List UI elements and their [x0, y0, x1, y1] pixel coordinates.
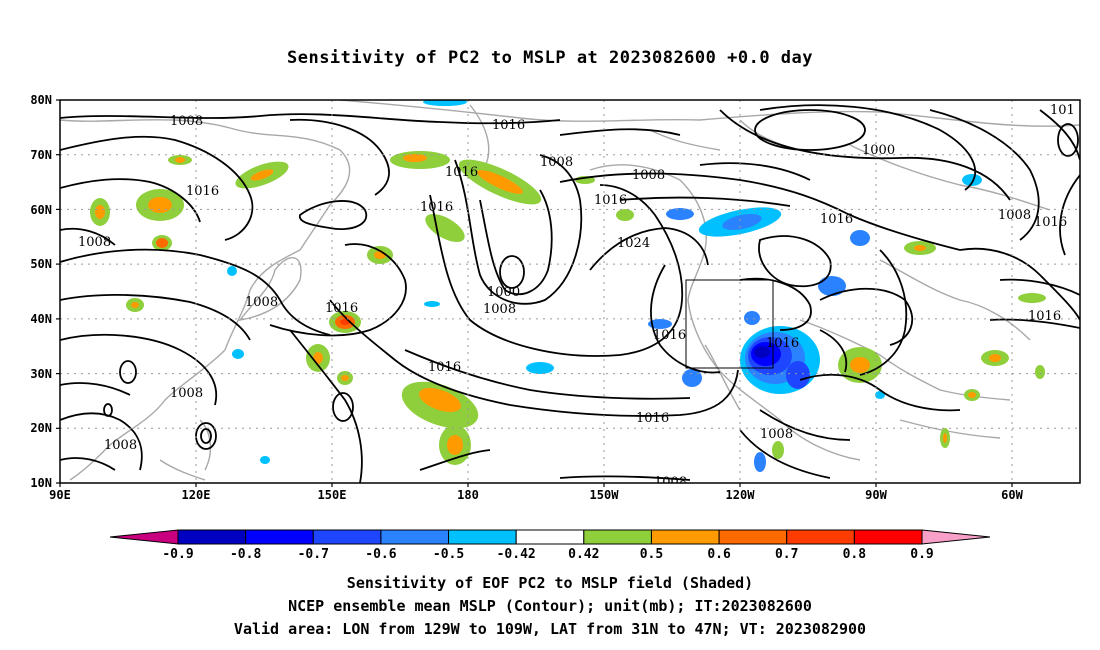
latitude-label: 50N — [30, 257, 52, 271]
latitude-label: 30N — [30, 367, 52, 381]
colorbar-segment — [177, 529, 247, 545]
caption-shading: Sensitivity of EOF PC2 to MSLP field (Sh… — [346, 574, 754, 592]
longitude-label: 120E — [182, 488, 211, 502]
contour-label: 1016 — [428, 360, 461, 375]
latitude-label: 80N — [30, 93, 52, 107]
valid-area-box — [685, 279, 774, 369]
latitude-label: 70N — [30, 148, 52, 162]
latitude-labels: 80N 70N 60N 50N 40N 30N 20N 10N — [30, 93, 52, 490]
colorbar-tick-label: 0.5 — [640, 547, 663, 562]
contour-label: 1008 — [998, 208, 1031, 223]
contour-label: 1008 — [760, 427, 793, 442]
contour-label: 1000 — [862, 143, 895, 158]
colorbar-segment — [786, 529, 855, 545]
colorbar: -0.9 -0.8 -0.7 -0.6 -0.5 -0.42 0.42 0.5 0.6 0.7 0.… — [109, 529, 991, 562]
colorbar-segment — [583, 529, 652, 545]
colorbar-tick-label: 0.6 — [707, 547, 731, 562]
caption-valid-area: Valid area: LON from 129W to 109W, LAT f… — [233, 620, 867, 638]
colorbar-tick-label: 0.42 — [568, 547, 599, 562]
contour-label: 1016 — [594, 193, 627, 208]
caption-contour: NCEP ensemble mean MSLP (Contour); unit(… — [288, 597, 812, 615]
colorbar-tick-label: -0.8 — [230, 547, 261, 562]
plot-frame — [59, 99, 1081, 484]
colorbar-lower-triangle — [109, 529, 179, 545]
contour-label: 1016 — [636, 411, 669, 426]
contour-label: 1016 — [1034, 215, 1067, 230]
contour-label: 1016 — [445, 165, 478, 180]
colorbar-segment — [380, 529, 450, 545]
colorbar-tick-label: 0.9 — [910, 547, 933, 562]
colorbar-segment — [718, 529, 788, 545]
colorbar-tick-label: -0.42 — [497, 547, 536, 562]
colorbar-upper-triangle — [921, 529, 991, 545]
contour-label: 1016 — [325, 301, 358, 316]
contour-label: 1016 — [420, 200, 453, 215]
contour-label: 1008 — [170, 114, 203, 129]
contour-label: 1016 — [1028, 309, 1061, 324]
contour-label: 1008 — [632, 168, 665, 183]
colorbar-segment — [515, 529, 585, 545]
colorbar-segment — [312, 529, 382, 545]
colorbar-tick-label: 0.8 — [843, 547, 867, 562]
contour-label: 1008 — [104, 438, 137, 453]
longitude-label: 150W — [590, 488, 620, 502]
colorbar-tick-label: -0.9 — [162, 547, 193, 562]
contour-label: 1016 — [820, 212, 853, 227]
contour-label: 1016 — [186, 184, 219, 199]
contour-label: 1008 — [170, 386, 203, 401]
latitude-label: 40N — [30, 312, 52, 326]
colorbar-tick-label: -0.7 — [298, 547, 329, 562]
longitude-label: 90E — [49, 488, 71, 502]
contour-label: 1000 — [487, 285, 520, 300]
axis-ticks — [56, 99, 1013, 487]
contour-label: 101 — [1050, 103, 1075, 118]
contour-label: 1008 — [245, 295, 278, 310]
colorbar-segment — [650, 529, 720, 545]
contour-labels: 1008 1016 1016 1016 1008 1008 1016 1024 … — [78, 103, 1075, 490]
contour-label: 1016 — [766, 336, 799, 351]
longitude-label: 90W — [865, 488, 887, 502]
contour-label: 1016 — [653, 328, 686, 343]
latitude-label: 10N — [30, 476, 52, 490]
contour-label: 1008 — [540, 155, 573, 170]
contour-label: 1008 — [483, 302, 516, 317]
longitude-label: 60W — [1001, 488, 1023, 502]
longitude-labels: 90E 120E 150E 180 150W 120W 90W 60W — [49, 488, 1023, 502]
figure-title: Sensitivity of PC2 to MSLP at 2023082600… — [286, 48, 813, 68]
colorbar-tick-label: -0.6 — [365, 547, 396, 562]
sensitivity-shading — [90, 100, 1046, 472]
longitude-label: 150E — [318, 488, 347, 502]
colorbar-segment — [448, 529, 517, 545]
colorbar-segment — [245, 529, 314, 545]
contour-label: 1008 — [654, 475, 687, 490]
colorbar-tick-label: 0.7 — [775, 547, 798, 562]
colorbar-tick-label: -0.5 — [433, 547, 464, 562]
contour-label: 1008 — [78, 235, 111, 250]
contour-label: 1016 — [492, 118, 525, 133]
latitude-label: 60N — [30, 203, 52, 217]
colorbar-segment — [853, 529, 923, 545]
mslp-contours — [60, 104, 1080, 483]
longitude-label: 120W — [726, 488, 756, 502]
gridlines — [60, 100, 1080, 483]
longitude-label: 180 — [457, 488, 479, 502]
contour-label: 1024 — [617, 236, 650, 251]
latitude-label: 20N — [30, 421, 52, 435]
